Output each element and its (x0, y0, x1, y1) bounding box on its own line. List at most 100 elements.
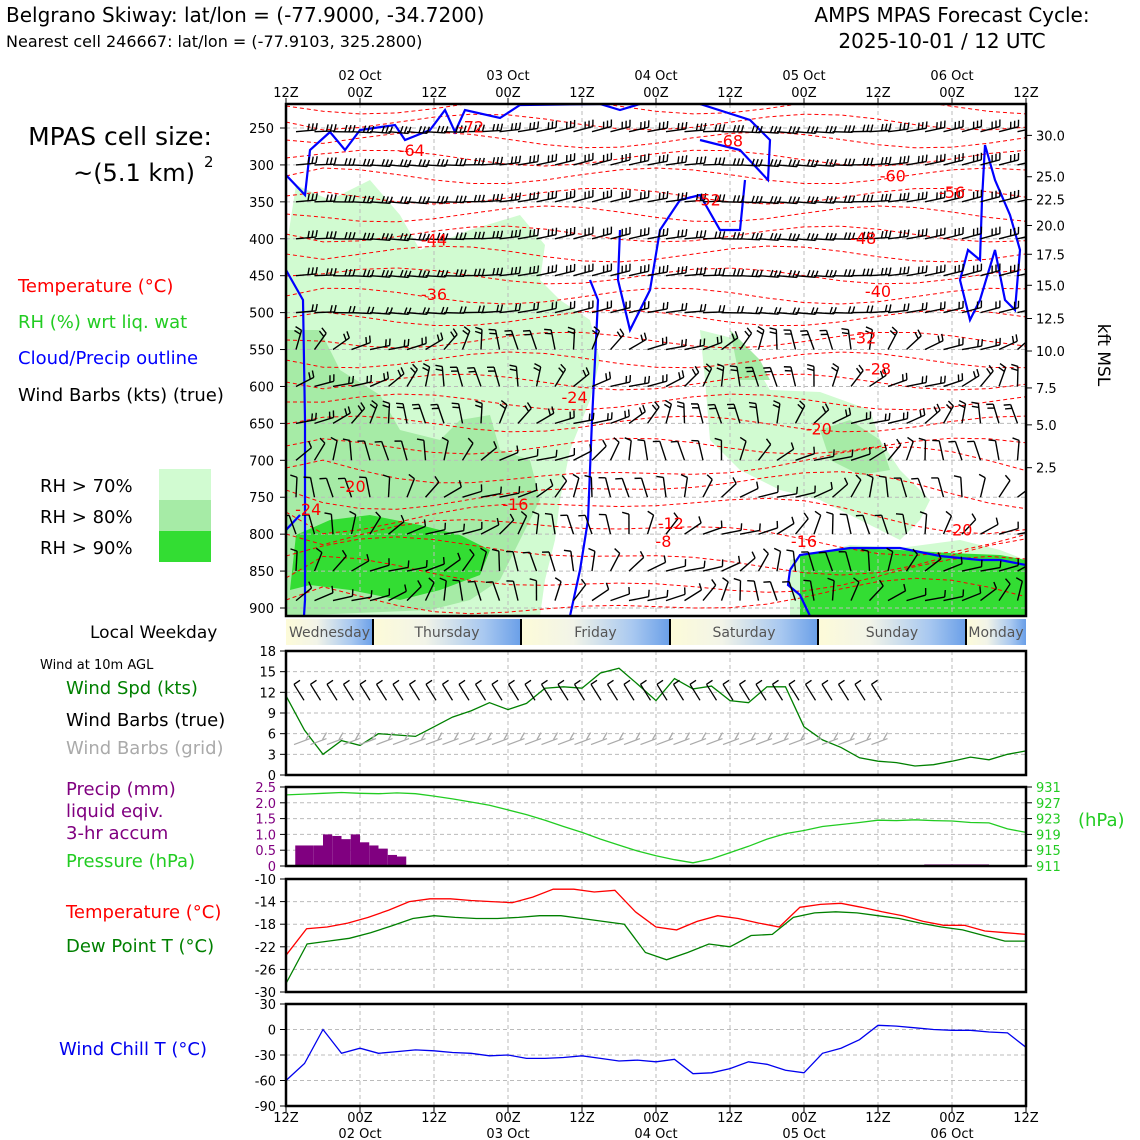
wind-barb-flag (947, 400, 954, 407)
wind-barb-flag (758, 523, 761, 531)
wind-barb-flag (903, 156, 906, 164)
wind-barb-flag (886, 547, 894, 553)
wind-barb-flag (665, 399, 672, 405)
wind-barb-flag (422, 233, 427, 241)
wind-barb (536, 120, 558, 133)
wind-barb-flag (440, 196, 445, 204)
wind-barb (776, 516, 795, 535)
wind-barb-flag (699, 267, 703, 275)
wind-barb (794, 400, 806, 424)
wind-barb-flag (773, 196, 778, 204)
panel-frame (284, 649, 1028, 777)
cell-size-line2: ~(5.1 km) (73, 159, 195, 187)
wind-barb-flag (829, 195, 833, 204)
wind-barb-staff (480, 329, 483, 350)
wind-barb-staff (977, 403, 982, 424)
wind-barb (684, 122, 707, 133)
wind-barb (980, 337, 1001, 351)
wind-barb (832, 477, 849, 498)
wind-barb-flag (533, 229, 536, 237)
wind-barb-true (590, 683, 602, 701)
wind-barb-flag (351, 375, 355, 384)
wind-barb-staff (758, 527, 778, 535)
wind-barb-flag (810, 126, 815, 134)
wind-barb (369, 511, 382, 535)
wind-barb (887, 122, 910, 133)
wind-barb (462, 521, 483, 535)
wind-barb-flag (315, 303, 318, 312)
wind-barb (869, 193, 892, 203)
wind-barb-flag (452, 328, 458, 335)
wind-barb-flag (861, 548, 869, 552)
wind-barb-true-flag (574, 679, 581, 685)
wind-barb (905, 436, 914, 461)
wind-barb (439, 577, 447, 601)
wind-barb-staff (961, 345, 982, 351)
wind-barb (988, 439, 1000, 461)
wind-barb (536, 153, 558, 166)
wind-barb (739, 551, 756, 572)
wind-barb-flag (418, 232, 423, 241)
wind-barb-staff (573, 306, 594, 314)
wind-barb-flag (806, 367, 815, 372)
panel-ytick-label: -22 (255, 941, 276, 956)
wind-barb (628, 550, 645, 572)
wind-barb-staff (492, 581, 501, 601)
wind-barb-staff (536, 233, 557, 240)
wind-barb-flag (344, 158, 348, 166)
wind-barb (369, 371, 390, 388)
wind-barb (425, 332, 444, 351)
wind-barb-flag (921, 302, 924, 311)
wind-barb-flag (903, 266, 906, 274)
wind-barb-flag (714, 157, 718, 165)
wind-barb-flag (352, 232, 356, 240)
wind-barb (573, 226, 594, 240)
wind-barb-staff (517, 455, 538, 461)
wind-barb (628, 301, 650, 314)
wind-barb-staff (961, 375, 980, 388)
wind-barb-flag (463, 326, 471, 332)
wind-barb-flag (311, 413, 314, 421)
wind-barb-flag (518, 229, 522, 237)
wind-barb-flag (666, 301, 669, 310)
wind-barb-flag (344, 268, 348, 277)
wind-barb-flag (662, 121, 665, 129)
wind-barb (924, 227, 946, 240)
wind-barb-flag (806, 232, 811, 240)
wind-barb (499, 192, 522, 203)
cell-size-line1: MPAS cell size: (28, 122, 212, 151)
wind-barb-flag (1011, 335, 1015, 344)
wind-barb-flag (382, 400, 390, 405)
wind-barb-flag (418, 125, 423, 133)
wind-barb (411, 403, 427, 424)
wind-barb (609, 328, 625, 351)
wind-barb (462, 305, 485, 314)
wind-barb-flag (824, 403, 830, 411)
wind-barb (424, 476, 440, 498)
wind-barb-staff (868, 585, 884, 602)
wind-barb-flag (572, 473, 580, 479)
wind-barb-staff (350, 514, 357, 535)
wind-barb-staff (443, 311, 465, 314)
wind-barb-staff (554, 126, 575, 133)
wind-barb-flag (703, 560, 706, 568)
wind-barb-grid-flag (552, 732, 559, 740)
wind-barb-flag (979, 586, 982, 594)
wind-barb-flag (412, 363, 418, 370)
wind-barb-flag (347, 406, 351, 414)
wind-barb (441, 436, 449, 461)
wind-barb-flag (740, 232, 745, 240)
wind-barb (702, 157, 726, 166)
wind-barb-flag (493, 441, 498, 449)
wind-barb-flag (699, 123, 703, 131)
wind-barb-staff (757, 444, 772, 461)
wind-barb-staff (739, 529, 760, 535)
wind-barb-flag (788, 125, 793, 133)
wind-barb-flag (295, 326, 302, 331)
wind-barb (887, 155, 910, 166)
wind-barb-staff (792, 551, 797, 572)
wind-barb-flag (308, 581, 313, 589)
wind-barb-flag (500, 267, 504, 275)
panel-ytick-label: 1.0 (255, 828, 276, 843)
wind-barb-true-flag (673, 679, 680, 685)
